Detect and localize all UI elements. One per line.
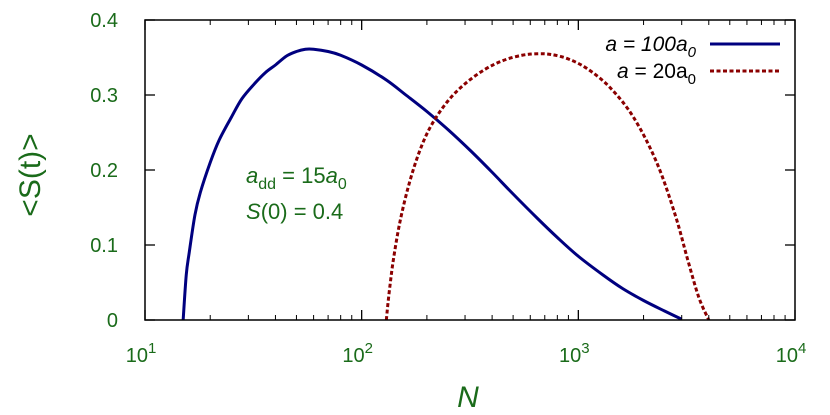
annotation-line-2: S(0) = 0.4	[246, 199, 343, 224]
x-tick-label: 102	[342, 340, 373, 367]
x-tick-label: 103	[559, 340, 590, 367]
legend-1-var: a	[605, 33, 617, 56]
y-tick-label: 0.4	[90, 10, 118, 32]
x-tick-base: 10	[342, 345, 364, 367]
legend-1-sub: 0	[688, 44, 697, 61]
x-tick-exponent: 3	[581, 340, 589, 357]
series-lines	[181, 47, 711, 321]
y-tick-label: 0.1	[90, 235, 118, 257]
annotation: add = 15a0 S(0) = 0.4	[246, 163, 347, 224]
legend-1-rest: = 100a	[617, 33, 688, 56]
x-tick-exponent: 1	[148, 340, 156, 357]
legend-entry-1-label: a = 100a0	[605, 33, 696, 61]
annotation-var: a	[246, 163, 258, 188]
x-tick-exponent: 2	[365, 340, 373, 357]
annotation-eq: = 15	[276, 163, 326, 188]
annotation-var2: a	[326, 163, 338, 188]
annotation-s-var: S	[246, 199, 261, 224]
legend-2-sub: 0	[688, 71, 696, 88]
series-line-2	[384, 52, 711, 321]
x-tick-base: 10	[559, 345, 581, 367]
y-tick-label: 0.3	[90, 85, 118, 107]
annotation-sub2: 0	[338, 176, 347, 193]
x-tick-label: 101	[126, 340, 157, 367]
x-tick-base: 10	[126, 345, 148, 367]
y-tick-label: 0.2	[90, 160, 118, 182]
annotation-s-rest: (0) = 0.4	[261, 199, 344, 224]
x-tick-base: 10	[776, 345, 798, 367]
x-tick-label: 104	[776, 340, 807, 367]
legend-entry-2-label: a = 20a0	[617, 60, 696, 88]
plot-frame	[144, 19, 796, 321]
series-line-1	[181, 47, 683, 321]
y-axis-label: <S(t)>	[14, 133, 47, 216]
x-tick-exponent: 4	[798, 340, 806, 357]
x-axis-label: N	[457, 381, 479, 414]
axis-ticks	[144, 19, 796, 321]
legend-2-var: a	[617, 60, 629, 83]
legend: a = 100a0 a = 20a0	[605, 33, 780, 88]
legend-2-rest: = 20a	[629, 60, 688, 83]
annotation-line-1: add = 15a0	[246, 163, 347, 193]
y-tick-label: 0	[107, 310, 118, 332]
annotation-sub: dd	[258, 176, 276, 193]
